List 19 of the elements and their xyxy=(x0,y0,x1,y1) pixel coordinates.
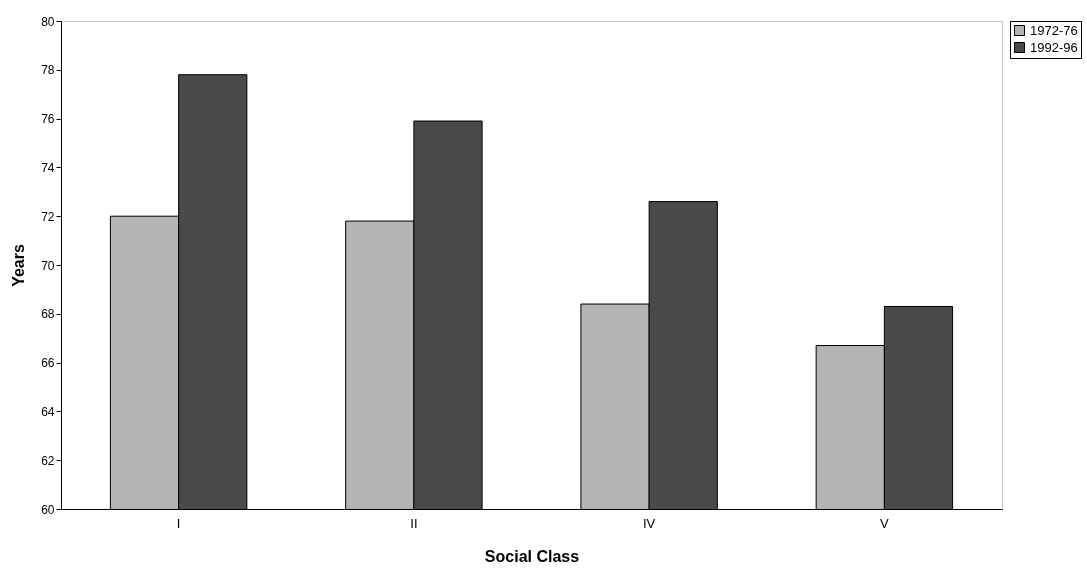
x-tick-label: IV xyxy=(642,515,656,531)
x-tick-label: I xyxy=(176,515,181,531)
x-tick-label: II xyxy=(410,515,418,531)
y-tick-label: 62 xyxy=(41,453,55,468)
y-axis-title: Years xyxy=(10,244,28,287)
y-tick-label: 64 xyxy=(41,404,55,419)
y-tick-label: 74 xyxy=(41,160,55,175)
y-tick-label: 68 xyxy=(41,307,55,322)
y-tick-label: 80 xyxy=(41,14,55,29)
y-tick-label: 66 xyxy=(41,356,55,371)
y-tick-label: 60 xyxy=(41,502,55,517)
legend-label: 1992-96 xyxy=(1030,39,1078,55)
y-tick-label: 70 xyxy=(41,258,55,273)
y-tick-label: 78 xyxy=(41,63,55,78)
x-tick-label: V xyxy=(880,515,890,531)
legend-label: 1972-76 xyxy=(1030,22,1078,38)
y-tick-label: 72 xyxy=(41,209,55,224)
x-axis-title: Social Class xyxy=(484,547,580,565)
y-tick-label: 76 xyxy=(41,112,55,127)
